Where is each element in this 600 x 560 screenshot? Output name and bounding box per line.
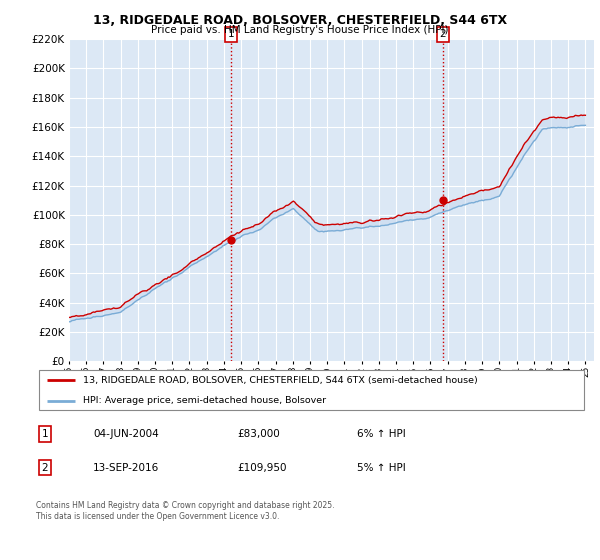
Text: 1: 1: [228, 29, 235, 39]
Text: 2: 2: [439, 29, 446, 39]
Text: 5% ↑ HPI: 5% ↑ HPI: [357, 463, 406, 473]
Text: 13-SEP-2016: 13-SEP-2016: [93, 463, 159, 473]
FancyBboxPatch shape: [39, 370, 584, 410]
Text: 1: 1: [41, 429, 49, 439]
Text: 04-JUN-2004: 04-JUN-2004: [93, 429, 159, 439]
Text: 13, RIDGEDALE ROAD, BOLSOVER, CHESTERFIELD, S44 6TX (semi-detached house): 13, RIDGEDALE ROAD, BOLSOVER, CHESTERFIE…: [83, 376, 478, 385]
Text: Price paid vs. HM Land Registry's House Price Index (HPI): Price paid vs. HM Land Registry's House …: [151, 25, 449, 35]
Text: 6% ↑ HPI: 6% ↑ HPI: [357, 429, 406, 439]
Text: 13, RIDGEDALE ROAD, BOLSOVER, CHESTERFIELD, S44 6TX: 13, RIDGEDALE ROAD, BOLSOVER, CHESTERFIE…: [93, 14, 507, 27]
Text: £109,950: £109,950: [237, 463, 287, 473]
Text: HPI: Average price, semi-detached house, Bolsover: HPI: Average price, semi-detached house,…: [83, 396, 326, 405]
Text: 2: 2: [41, 463, 49, 473]
Text: Contains HM Land Registry data © Crown copyright and database right 2025.
This d: Contains HM Land Registry data © Crown c…: [36, 501, 335, 521]
Text: £83,000: £83,000: [237, 429, 280, 439]
